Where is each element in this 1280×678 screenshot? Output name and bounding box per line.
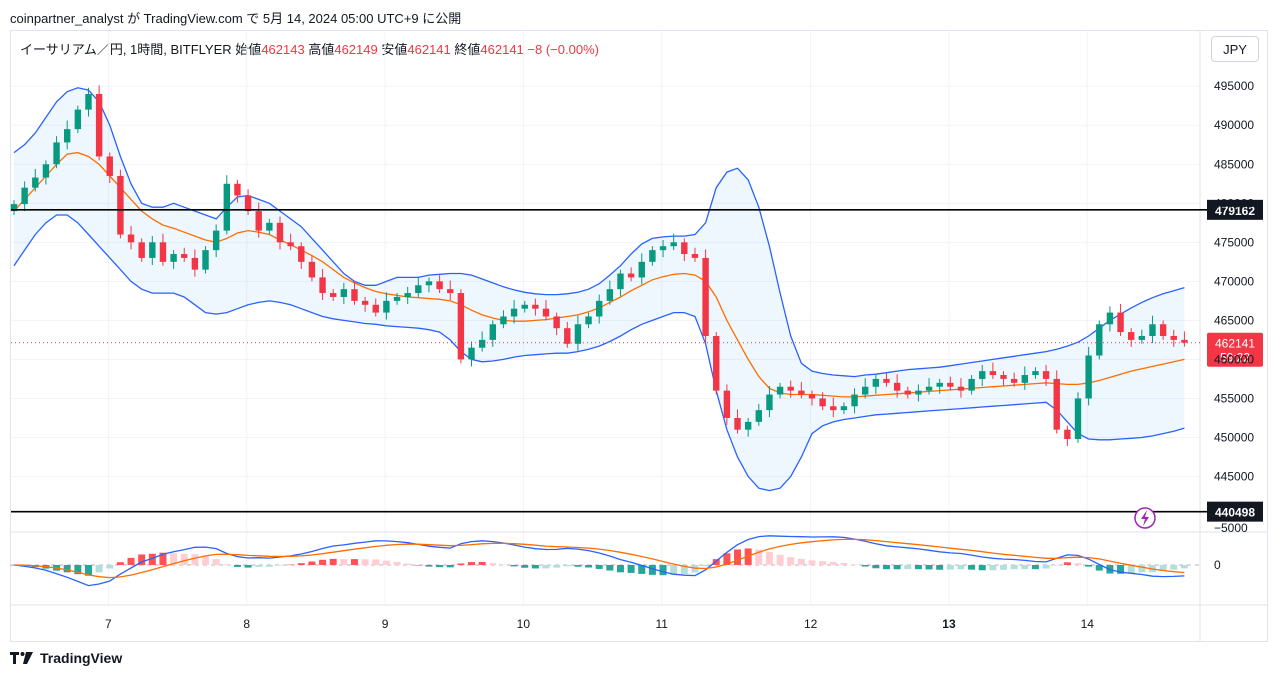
legend-low-value: 462141 <box>407 42 451 57</box>
legend-symbol: イーサリアム／円, 1時間, BITFLYER <box>20 42 232 57</box>
publish-header: coinpartner_analyst が TradingView.com で … <box>10 11 462 26</box>
legend-open-value: 462143 <box>261 42 305 57</box>
legend-close-label: 終値 <box>454 42 481 57</box>
legend-high-label: 高値 <box>308 42 335 57</box>
legend-low-label: 安値 <box>381 42 408 57</box>
legend-high-value: 462149 <box>334 42 378 57</box>
symbol-legend: イーサリアム／円, 1時間, BITFLYER 始値462143 高値46214… <box>20 39 599 58</box>
tradingview-logo-icon <box>10 652 33 664</box>
chart-frame <box>10 30 1268 642</box>
brand-name: TradingView <box>40 650 123 666</box>
currency-button[interactable]: JPY <box>1211 36 1259 62</box>
legend-open-label: 始値 <box>235 42 262 57</box>
legend-close-value: 462141 <box>480 42 524 57</box>
tradingview-logo[interactable]: TradingView <box>10 650 122 666</box>
legend-change: −8 (−0.00%) <box>527 42 599 57</box>
